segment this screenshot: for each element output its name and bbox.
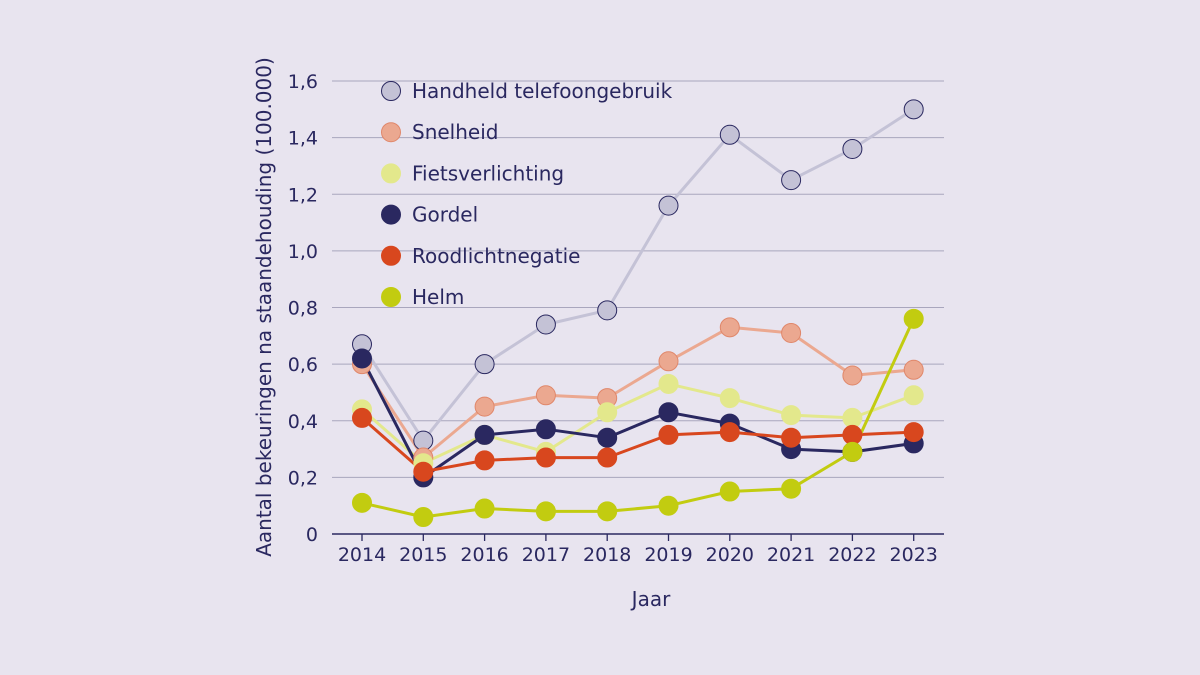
x-tick-label: 2021	[767, 544, 815, 566]
data-point-4	[658, 424, 679, 445]
data-point-2	[781, 405, 802, 426]
data-point-5	[658, 495, 679, 516]
series-line-0	[360, 108, 915, 443]
series-line-2	[361, 382, 915, 465]
legend-label: Handheld telefoongebruik	[412, 79, 673, 103]
data-point-3	[474, 424, 495, 445]
y-tick-label: 0,2	[288, 467, 318, 489]
legend-marker	[381, 287, 401, 307]
legend-label: Gordel	[412, 203, 478, 227]
legend-marker	[381, 204, 401, 225]
x-tick-label: 2016	[460, 544, 508, 566]
data-point-4	[413, 461, 434, 482]
series-line-4	[361, 416, 914, 474]
data-point-0	[719, 124, 740, 145]
data-point-4	[903, 422, 924, 443]
data-point-2	[842, 407, 863, 428]
data-point-2	[597, 402, 618, 423]
legend-marker	[381, 163, 401, 184]
data-point-4	[842, 424, 863, 445]
series-points	[352, 99, 924, 528]
legend: Handheld telefoongebruik Snelheid Fietsver…	[381, 79, 673, 309]
data-point-1	[535, 385, 556, 406]
data-point-1	[903, 359, 924, 380]
data-point-1	[842, 365, 863, 386]
legend-label: Roodlichtnegatie	[412, 244, 580, 268]
data-point-0	[658, 195, 679, 216]
legend-label: Snelheid	[412, 120, 498, 144]
series-lines	[360, 108, 916, 519]
x-tick-label: 2014	[338, 544, 386, 566]
data-point-1	[781, 322, 802, 343]
data-point-2	[719, 388, 740, 409]
legend-label: Fietsverlichting	[412, 161, 564, 185]
data-point-0	[413, 430, 434, 451]
legend-marker	[381, 122, 401, 143]
y-axis-ticks: 0 0,2 0,4 0,6 0,8 1,0 1,2 1,4 1,6	[288, 71, 318, 546]
data-point-4	[535, 447, 556, 468]
series-line-5	[361, 318, 916, 519]
data-point-1	[474, 396, 495, 417]
x-tick-label: 2017	[522, 544, 570, 566]
data-point-5	[597, 501, 618, 522]
data-point-0	[842, 138, 863, 159]
y-tick-label: 0,8	[288, 298, 318, 320]
y-axis-title: Aantal bekeuringen na staandehouding (10…	[252, 57, 276, 557]
x-axis-title: Jaar	[630, 587, 671, 611]
data-point-5	[903, 308, 924, 329]
data-point-2	[903, 385, 924, 406]
x-tick-label: 2020	[706, 544, 754, 566]
data-point-3	[352, 348, 372, 369]
data-point-1	[658, 351, 679, 372]
data-point-5	[842, 441, 863, 462]
data-point-0	[474, 354, 495, 375]
data-point-1	[719, 317, 740, 338]
x-tick-label: 2015	[399, 544, 447, 566]
legend-label: Helm	[412, 285, 464, 309]
data-point-5	[535, 501, 556, 522]
y-tick-label: 0,4	[288, 411, 318, 433]
legend-marker	[381, 81, 401, 101]
x-tick-label: 2022	[828, 544, 876, 566]
data-point-5	[719, 481, 740, 502]
data-point-2	[658, 373, 679, 394]
data-point-4	[474, 450, 495, 471]
x-tick-label: 2019	[644, 544, 692, 566]
y-tick-label: 1,0	[288, 241, 318, 263]
y-tick-label: 1,2	[288, 184, 318, 206]
x-tick-label: 2018	[583, 544, 631, 566]
data-point-0	[781, 170, 802, 191]
series-line-1	[360, 325, 914, 460]
data-point-4	[352, 407, 372, 428]
data-point-4	[781, 427, 802, 448]
data-point-5	[352, 492, 372, 513]
data-point-5	[474, 498, 495, 519]
data-point-0	[903, 99, 924, 120]
y-tick-label: 0	[306, 524, 318, 546]
y-tick-label: 1,6	[288, 71, 318, 93]
data-point-4	[719, 422, 740, 443]
x-tick-label: 2023	[890, 544, 938, 566]
data-point-5	[413, 507, 434, 528]
data-point-0	[597, 300, 618, 321]
x-axis-ticks: 2014 2015 2016 2017 2018 2019 2020 2021 2022 2023	[338, 534, 938, 566]
grid-lines	[332, 80, 944, 535]
data-point-0	[535, 314, 556, 335]
data-point-3	[535, 419, 556, 440]
series-line-3	[360, 357, 914, 479]
data-point-4	[597, 447, 618, 468]
y-tick-label: 1,4	[288, 128, 318, 150]
y-tick-label: 0,6	[288, 354, 318, 376]
data-point-3	[658, 402, 679, 423]
data-point-5	[781, 478, 802, 499]
legend-marker	[381, 245, 401, 266]
data-point-3	[597, 427, 618, 448]
